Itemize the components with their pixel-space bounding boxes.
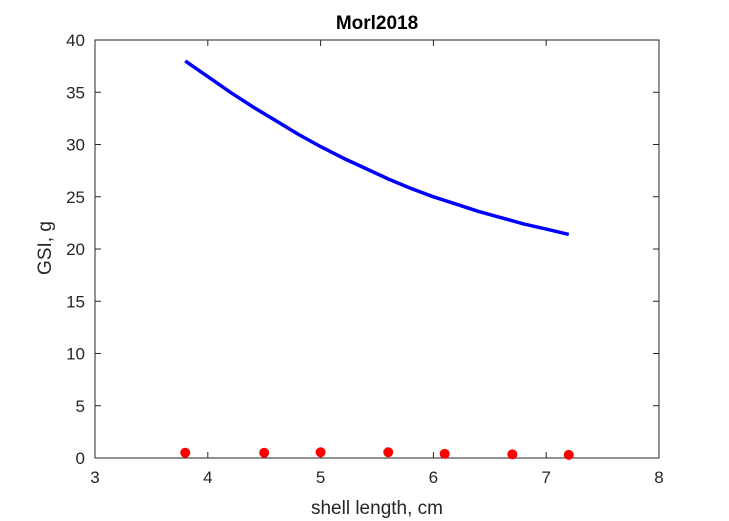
data-point [383,447,394,458]
x-tick-label: 4 [203,468,212,487]
y-tick-label: 20 [66,240,85,259]
chart-title: Morl2018 [336,13,418,34]
data-point [315,447,326,458]
y-tick-label: 15 [66,292,85,311]
data-point [180,447,191,458]
data-point [259,447,270,458]
x-tick-label: 5 [316,468,325,487]
y-tick-label: 30 [66,136,85,155]
data-point [563,449,574,460]
y-tick-label: 35 [66,83,85,102]
x-tick-label: 3 [90,468,99,487]
data-point [507,449,518,460]
y-tick-label: 25 [66,188,85,207]
x-axis-label: shell length, cm [311,498,443,519]
y-tick-label: 0 [76,449,85,468]
data-point [439,448,450,459]
y-tick-label: 5 [76,397,85,416]
x-tick-label: 7 [541,468,550,487]
y-tick-label: 10 [66,345,85,364]
x-tick-label: 8 [654,468,663,487]
x-tick-label: 6 [429,468,438,487]
y-axis-label: GSI, g [35,221,56,275]
y-tick-label: 40 [66,31,85,50]
series-line-model [184,59,570,237]
plot-area: 3 4 5 6 7 8 0 5 10 15 20 25 30 35 40 [66,31,664,487]
